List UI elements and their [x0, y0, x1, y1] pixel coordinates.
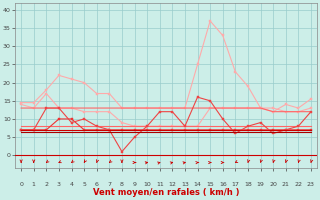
- X-axis label: Vent moyen/en rafales ( km/h ): Vent moyen/en rafales ( km/h ): [93, 188, 239, 197]
